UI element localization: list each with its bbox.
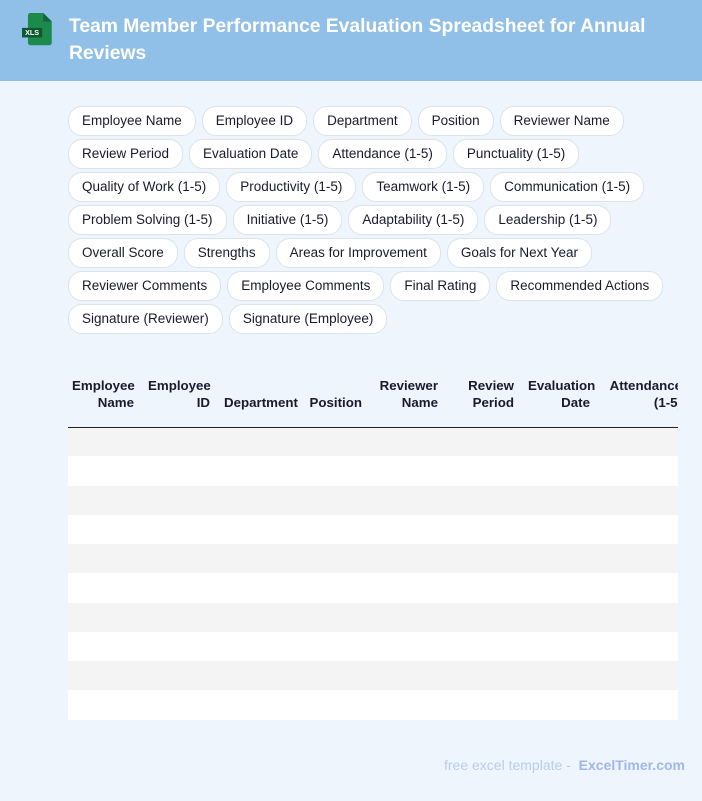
svg-text:XLS: XLS bbox=[25, 28, 39, 37]
